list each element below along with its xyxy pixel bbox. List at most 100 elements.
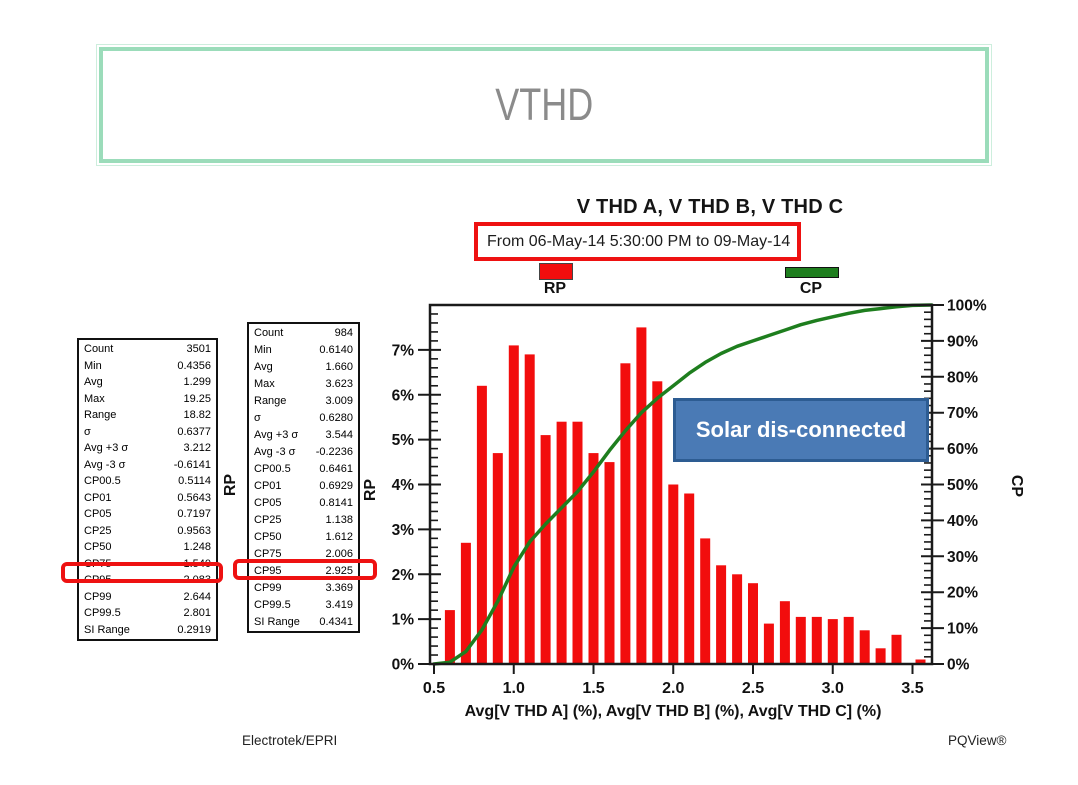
- histogram-bar: [811, 616, 822, 664]
- cp-tick-label: 60%: [947, 441, 978, 458]
- stat-label: CP99.5: [84, 607, 121, 620]
- stats-row-count: Count 3501: [79, 343, 216, 355]
- stats-row-cp05: CP05 0.8141: [249, 497, 358, 509]
- slide-title-box: VTHD: [99, 47, 989, 163]
- stats-table-full-period: Count 3501 Min 0.4356 Avg 1.299 Max 19.25 Range 1…: [77, 338, 218, 641]
- histogram-bar: [556, 421, 567, 664]
- stat-value: -0.2236: [315, 446, 353, 458]
- stat-label: CP50: [84, 541, 112, 554]
- legend-rp-label: RP: [543, 280, 567, 297]
- stats-row-cp01: CP01 0.6929: [249, 480, 358, 492]
- stats-row-range: Range 18.82: [79, 409, 216, 421]
- stat-value: 984: [334, 327, 353, 339]
- histogram-bar: [779, 601, 790, 664]
- stat-label: CP01: [254, 480, 282, 492]
- solar-disconnected-label: Solar dis-connected: [695, 417, 907, 442]
- stats-row-cp05: CP05 0.7197: [79, 508, 216, 520]
- slide-title: VTHD: [495, 79, 593, 130]
- histogram-bar: [460, 542, 471, 664]
- stat-value: 0.5114: [178, 475, 211, 488]
- plot-frame: [428, 303, 934, 666]
- x-axis-title: Avg[V THD A] (%), Avg[V THD B] (%), Avg[…: [465, 703, 882, 720]
- stat-value: 3.419: [325, 599, 353, 611]
- x-tick-label: 0.5: [423, 680, 445, 697]
- stat-label: CP50: [254, 531, 282, 543]
- stats-row-cp25: CP25 1.138: [249, 514, 358, 526]
- legend-rp-swatch: [539, 263, 573, 280]
- cp-tick-label: 90%: [947, 333, 978, 350]
- table1-rp-axis-label: RP: [222, 473, 240, 497]
- histogram-bar: [476, 385, 487, 664]
- stat-value: 1.248: [183, 541, 211, 554]
- histogram-bar: [859, 630, 870, 664]
- stat-label: SI Range: [254, 616, 300, 628]
- stats-row-min: Min 0.6140: [249, 344, 358, 356]
- x-tick-label: 3.5: [901, 680, 923, 697]
- stats-row-cp99.5: CP99.5 3.419: [249, 599, 358, 611]
- stats-row-si-range: SI Range 0.4341: [249, 616, 358, 628]
- stats-row-cp00.5: CP00.5 0.5114: [79, 475, 216, 487]
- legend-cp-swatch: [785, 267, 839, 278]
- histogram-bar: [716, 565, 727, 664]
- stat-label: CP05: [254, 497, 282, 509]
- stat-label: Avg -3 σ: [254, 446, 296, 458]
- stat-value: 0.9563: [177, 524, 211, 537]
- stats-row-max: Max 19.25: [79, 393, 216, 405]
- stats-row--: σ 0.6377: [79, 426, 216, 438]
- stat-value: 2.801: [183, 607, 211, 620]
- x-tick-label: 2.5: [742, 680, 764, 697]
- stats-row-min: Min 0.4356: [79, 360, 216, 372]
- stats-row-cp50: CP50 1.248: [79, 541, 216, 553]
- stats-row-avg: Avg 1.660: [249, 361, 358, 373]
- histogram-bar: [524, 354, 535, 664]
- stat-label: Min: [84, 359, 102, 372]
- histogram-bar: [891, 634, 902, 664]
- cp-tick-label: 30%: [947, 549, 978, 566]
- histogram-bar: [748, 583, 758, 664]
- histogram-bar: [843, 616, 854, 664]
- cp-curve: [432, 303, 934, 666]
- histogram-bar: [827, 619, 838, 664]
- histogram-bar: [492, 453, 503, 664]
- stat-value: 0.6280: [319, 412, 353, 424]
- stat-value: 0.4341: [319, 616, 353, 628]
- stat-label: σ: [84, 425, 91, 438]
- stat-value: 0.5643: [177, 491, 211, 504]
- stat-value: 0.6461: [319, 463, 353, 475]
- stat-value: 3.009: [325, 395, 353, 407]
- stats-row-avg-3-: Avg +3 σ 3.212: [79, 442, 216, 454]
- stat-label: Count: [254, 327, 284, 339]
- stat-value: 1.138: [325, 514, 353, 526]
- stat-value: 2.644: [183, 590, 211, 603]
- histogram-bar: [795, 616, 806, 664]
- stat-label: Avg: [254, 361, 273, 373]
- stat-value: 3.212: [183, 442, 211, 455]
- stat-label: Range: [84, 409, 117, 422]
- stats-row--: σ 0.6280: [249, 412, 358, 424]
- stat-label: Avg -3 σ: [84, 458, 126, 471]
- date-range-text: From 06-May-14 5:30:00 PM to 09-May-14: [487, 232, 791, 250]
- stat-value: 1.612: [325, 531, 353, 543]
- cp-axis-title: CP: [1008, 475, 1025, 498]
- stats-row-cp75: CP75 2.006: [249, 548, 358, 560]
- histogram-bar: [636, 327, 647, 664]
- cp-tick-label: 70%: [947, 405, 978, 422]
- stat-label: Count: [84, 343, 114, 355]
- rp-tick-label: 2%: [392, 567, 415, 584]
- rp-tick-label: 7%: [392, 342, 415, 359]
- stat-value: 0.7197: [177, 508, 211, 521]
- stat-value: 2.925: [325, 565, 353, 577]
- histogram-bar: [444, 610, 455, 664]
- stat-value: 2.006: [325, 548, 353, 560]
- cp-tick-label: 0%: [947, 657, 970, 674]
- stat-value: 19.25: [183, 392, 211, 405]
- footer-product-name: PQView®: [948, 733, 1007, 748]
- stats-row-cp00.5: CP00.5 0.6461: [249, 463, 358, 475]
- cp-tick-label: 80%: [947, 369, 978, 386]
- x-tick-label: 2.0: [662, 680, 684, 697]
- rp-axis-title: RP: [362, 479, 379, 502]
- histogram-bar: [875, 648, 886, 664]
- histogram-bar: [572, 421, 583, 664]
- stats-row-max: Max 3.623: [249, 378, 358, 390]
- histogram-bar: [684, 493, 695, 664]
